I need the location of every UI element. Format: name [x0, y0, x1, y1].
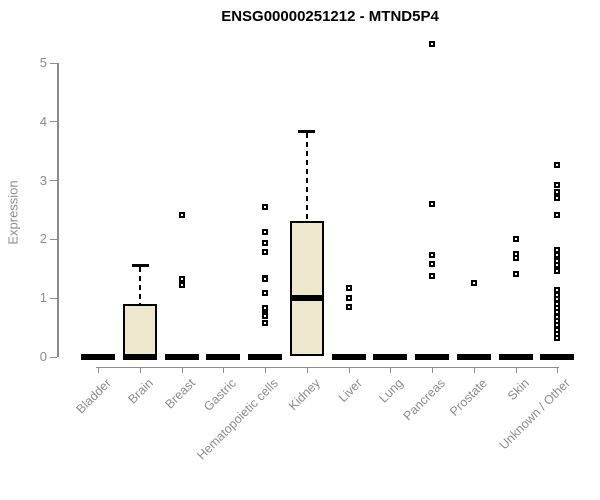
outlier-point: [262, 289, 269, 296]
x-axis-line: [96, 366, 559, 368]
median-line: [498, 353, 533, 360]
x-axis-tick: [265, 367, 267, 373]
x-axis-tick-label: Bladder: [73, 375, 115, 416]
outlier-point: [554, 188, 561, 195]
x-axis-tick-label: Brain: [125, 375, 156, 407]
outlier-point: [429, 252, 436, 259]
outlier-point: [345, 295, 352, 302]
x-axis-tick-label: Pancreas: [400, 375, 448, 423]
y-axis-tick: [50, 356, 57, 358]
median-line: [206, 353, 241, 360]
y-axis-tick-label: 2: [39, 231, 47, 247]
x-axis-tick-label: Gastric: [201, 375, 240, 414]
y-axis-tick: [50, 180, 57, 182]
median-line: [415, 353, 450, 360]
y-axis-tick-label: 4: [39, 113, 47, 129]
x-axis-tick: [473, 367, 475, 373]
outlier-point: [512, 235, 519, 242]
whisker-cap: [298, 130, 316, 134]
x-axis-tick-label: Kidney: [285, 375, 323, 413]
outlier-point: [554, 267, 561, 274]
outlier-point: [429, 200, 436, 207]
outlier-point: [554, 181, 561, 188]
outlier-point: [262, 312, 269, 319]
outlier-point: [262, 276, 269, 283]
x-axis-tick-label: Skin: [504, 375, 532, 403]
whisker-line: [305, 133, 308, 222]
median-line: [248, 353, 283, 360]
y-axis-tick: [50, 238, 57, 240]
y-axis-tick-label: 0: [39, 349, 47, 364]
median-line: [123, 353, 158, 360]
x-axis-tick: [306, 367, 308, 373]
whisker-line: [139, 266, 142, 304]
x-axis-tick: [432, 367, 434, 373]
y-axis-tick-label: 5: [39, 55, 47, 70]
whisker-cap: [131, 263, 149, 267]
outlier-point: [262, 319, 269, 326]
x-axis-tick: [348, 367, 350, 373]
y-axis-line: [57, 62, 59, 357]
x-axis-tick: [181, 367, 183, 373]
y-axis-tick: [50, 62, 57, 64]
median-line: [331, 353, 366, 360]
x-axis-tick: [515, 367, 517, 373]
x-axis-tick: [98, 367, 100, 373]
outlier-point: [345, 285, 352, 292]
median-line: [373, 353, 408, 360]
x-axis-tick-label: Unknown / Other: [496, 375, 574, 452]
x-axis-tick: [223, 367, 225, 373]
outlier-point: [262, 229, 269, 236]
x-axis-tick: [140, 367, 142, 373]
outlier-point: [178, 275, 185, 282]
outlier-point: [178, 212, 185, 219]
median-line: [81, 353, 116, 360]
x-axis-tick-label: Liver: [335, 375, 365, 405]
y-axis-tick: [50, 121, 57, 123]
y-axis-tick: [50, 297, 57, 299]
outlier-point: [554, 335, 561, 342]
boxplot-box: [123, 303, 158, 357]
outlier-point: [262, 249, 269, 256]
x-axis-tick-label: Lung: [376, 375, 407, 406]
x-axis-tick-label: Hematopoietic cells: [194, 375, 282, 463]
outlier-point: [429, 261, 436, 268]
outlier-point: [554, 162, 561, 169]
median-line: [540, 353, 575, 360]
median-line: [289, 294, 324, 301]
y-axis-label: Expression: [5, 180, 21, 245]
outlier-point: [178, 281, 185, 288]
median-line: [164, 353, 199, 360]
outlier-point: [554, 194, 561, 201]
outlier-point: [262, 240, 269, 247]
outlier-point: [262, 204, 269, 211]
x-axis-tick-label: Breast: [162, 375, 198, 411]
chart-title: ENSG00000251212 - MTND5P4: [221, 8, 439, 25]
outlier-point: [429, 40, 436, 47]
outlier-point: [512, 271, 519, 278]
outlier-point: [554, 252, 561, 259]
outlier-point: [345, 304, 352, 311]
boxplot-box: [289, 221, 324, 357]
median-line: [456, 353, 491, 360]
outlier-point: [512, 255, 519, 262]
x-axis-tick: [557, 367, 559, 373]
y-axis-tick-label: 1: [39, 290, 47, 306]
outlier-point: [554, 247, 561, 254]
y-axis-tick-label: 3: [39, 172, 47, 188]
x-axis-tick: [390, 367, 392, 373]
outlier-point: [429, 272, 436, 279]
outlier-point: [262, 305, 269, 312]
x-axis-tick-label: Prostate: [446, 375, 490, 419]
outlier-point: [554, 262, 561, 269]
outlier-point: [554, 211, 561, 218]
outlier-point: [470, 280, 477, 286]
